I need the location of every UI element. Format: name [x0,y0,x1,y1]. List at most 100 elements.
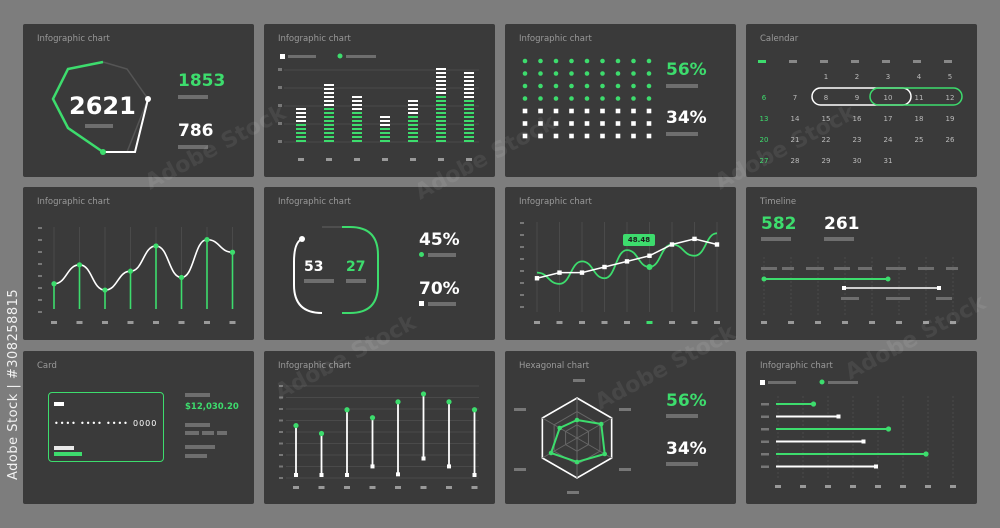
bar-end [923,451,929,457]
legend-dot [419,252,424,257]
calendar-day: 19 [946,115,955,123]
x-tick [438,158,444,161]
x-tick [950,485,956,488]
card-title: Infographic chart [278,34,351,44]
x-tick [601,321,608,324]
x-tick [410,158,416,161]
bar-segment [296,136,306,138]
radar-point [548,450,554,456]
data-point [127,268,134,274]
axis-label-placeholder [619,408,631,411]
placeholder-bar [666,462,698,466]
dot-matrix-chart [522,58,652,139]
left-value: 53 [304,259,324,275]
x-tick [950,321,956,324]
bar-segment [324,104,334,106]
bar-segment [436,112,446,114]
placeholder-bar [185,445,215,449]
placeholder-bar [761,237,791,241]
data-point [153,243,159,249]
x-tick [51,321,57,324]
dot [553,96,559,101]
placeholder-bar [185,454,207,458]
wave-line [53,238,233,291]
calendar-day: 3 [886,73,890,81]
y-tick [279,419,283,422]
bar-segment [408,104,418,106]
x-tick [293,486,299,489]
card-number-3: •••• [106,419,129,428]
dot [646,58,652,64]
placeholder-bar [946,267,958,270]
timeline-chart [761,257,958,324]
radar-chart [514,379,631,494]
calendar-day: 30 [853,157,862,165]
card-chip [54,402,64,406]
bar-segment [436,124,446,126]
square [615,121,621,126]
y-tick [761,403,769,406]
card-title: Timeline [760,197,797,207]
placeholder-bar [666,84,698,88]
data-point [534,276,540,281]
y-tick [520,282,524,284]
data-point [714,242,720,247]
square [584,133,590,139]
bar-segment [324,116,334,118]
weekday-label [758,60,766,63]
calendar-day: 6 [762,94,767,102]
data-point [76,262,83,268]
bar-segment [380,116,390,118]
main-value: 2621 [69,92,136,120]
bar-segment [352,124,362,126]
bar-segment [464,116,474,118]
dot [522,58,528,64]
data-point [669,242,675,247]
square [553,108,559,114]
square [600,121,605,126]
bar-segment [436,116,446,118]
placeholder-bar [824,237,854,241]
lollipop-chart [279,385,479,489]
x-tick [153,321,159,324]
y-tick [761,440,769,443]
x-tick [127,321,134,324]
placeholder-bar [54,452,82,456]
stat-1: 45% [419,230,460,250]
bar-segment [324,120,334,122]
dot [584,71,590,76]
card-credit-card: Card •••• •••• •••• 0000 $12,030.20 [23,351,254,504]
y-tick [761,453,769,456]
bar-segment [464,140,474,142]
x-tick [382,158,388,161]
card-calendar: Calendar 1 2 3 4 5 6 7 8 9 10 11 12 13 14 15 16 17 18 19 20… [746,24,977,177]
x-tick [466,158,472,161]
y-tick [38,311,42,313]
placeholder-bar [834,267,850,270]
bar-segment [408,140,418,142]
calendar-day: 9 [855,94,859,102]
data-point [229,249,236,255]
card-horizontal-bars: Infographic chart [746,351,977,504]
bar-segment [380,124,390,126]
bar-segment [436,76,446,78]
bar-segment [436,100,446,102]
axis-label-placeholder [567,491,579,494]
placeholder-bar [806,267,824,270]
card-stacked-bars: Infographic chart [264,24,495,177]
dot [569,96,574,101]
weekday-label [944,60,952,63]
data-point [293,422,299,429]
bar-segment [436,136,446,138]
placeholder-bar [886,267,906,270]
calendar-day: 24 [884,136,893,144]
bar-segment [436,108,446,110]
x-tick [900,485,906,488]
y-tick [520,234,524,236]
calendar-day: 7 [793,94,797,102]
axis-label-placeholder [514,408,526,411]
placeholder-bar [886,297,910,300]
bar-segment [436,84,446,86]
x-tick [669,321,675,324]
bar-segment [324,136,334,138]
